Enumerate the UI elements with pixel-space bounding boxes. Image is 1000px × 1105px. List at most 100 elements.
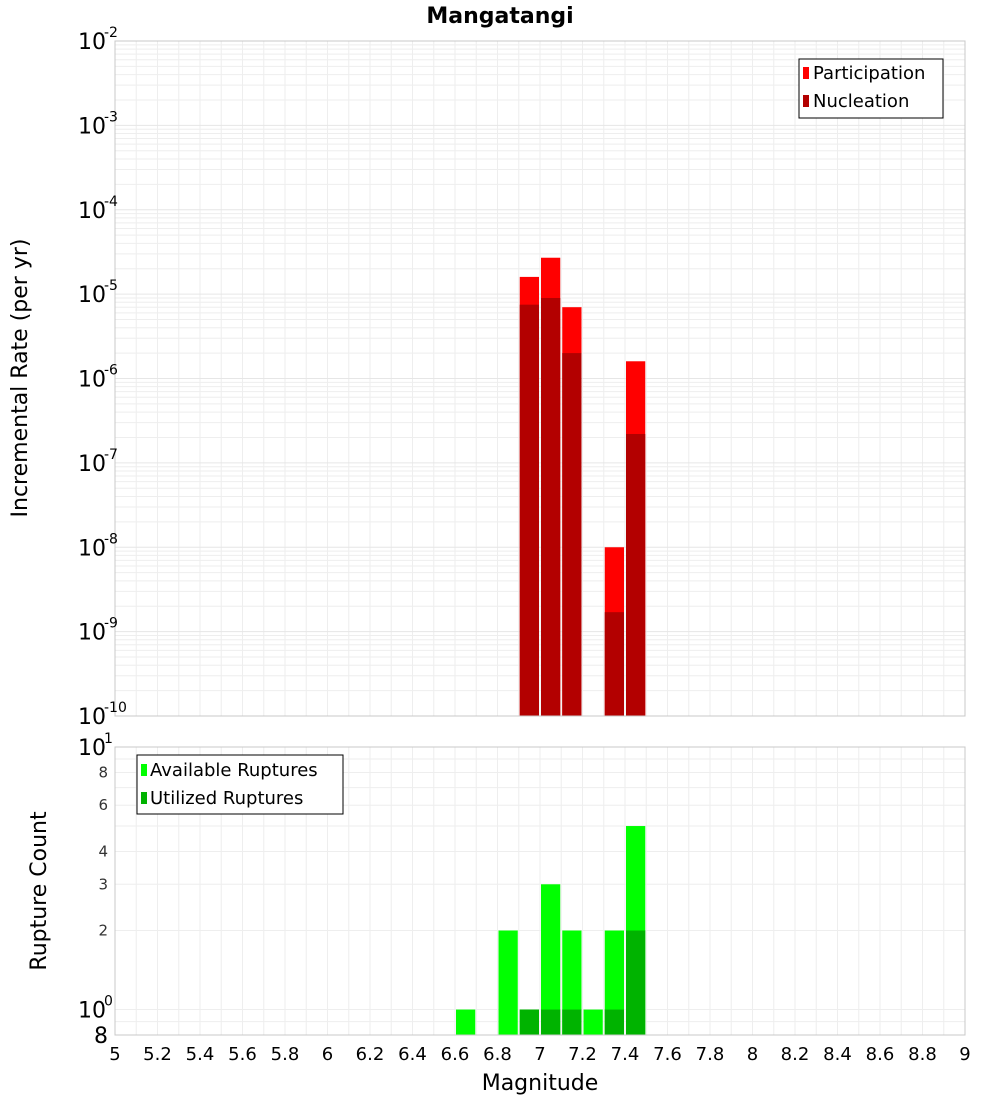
legend-label-nucleation: Nucleation: [813, 91, 909, 112]
top-y-tick-exponent: -4: [104, 194, 118, 210]
x-tick-label: 6.2: [356, 1044, 385, 1065]
top-y-tick-base: 10: [78, 199, 106, 224]
top-y-tick-exponent: -6: [104, 363, 118, 379]
top-y-tick: 10-3: [78, 109, 118, 139]
chart-title: Mangatangi: [426, 4, 573, 29]
top-y-tick: 10-4: [78, 194, 118, 224]
x-tick-label: 7: [534, 1044, 545, 1065]
top-y-ticks: 10-210-310-410-510-610-710-810-910-10: [78, 25, 127, 730]
x-tick-label: 6.4: [398, 1044, 427, 1065]
top-nucleation-bar: [626, 433, 646, 716]
top-y-tick-exponent: -8: [104, 531, 118, 547]
x-tick-label: 8.4: [823, 1044, 852, 1065]
top-nucleation-bar: [519, 304, 539, 716]
top-y-tick-exponent: -2: [104, 25, 118, 41]
top-nucleation-bar: [541, 297, 561, 716]
top-bars: [519, 257, 646, 716]
bottom-available-ruptures-bar: [604, 930, 624, 1035]
x-tick-label: 7.6: [653, 1044, 682, 1065]
x-tick-label: 5: [109, 1044, 120, 1065]
top-y-tick-base: 10: [78, 283, 106, 308]
top-y-axis-title: Incremental Rate (per yr): [8, 239, 33, 518]
legend-label-participation: Participation: [813, 63, 925, 84]
x-tick-label: 7.2: [568, 1044, 597, 1065]
bottom-y-tick-base: 10: [78, 736, 106, 761]
bottom-y-tick: 101: [78, 731, 113, 761]
legend-label-available-ruptures: Available Ruptures: [150, 760, 318, 781]
bottom-plot-area: [114, 746, 966, 1036]
x-tick-label: 5.6: [228, 1044, 257, 1065]
x-tick-label: 8: [747, 1044, 758, 1065]
top-y-tick: 10-6: [78, 363, 118, 393]
bottom-y-tick: 100: [78, 994, 113, 1024]
top-plot-area: [114, 40, 966, 717]
legend-label-utilized-ruptures: Utilized Ruptures: [150, 788, 303, 809]
top-y-tick-exponent: -3: [104, 109, 118, 125]
top-legend-box: [798, 58, 944, 119]
x-tick-label: 8.8: [908, 1044, 937, 1065]
top-legend: Participation Nucleation: [798, 58, 944, 119]
legend-swatch-available-ruptures: [141, 764, 147, 776]
x-tick-label: 6.8: [483, 1044, 512, 1065]
bottom-utilized-ruptures-bar: [604, 1009, 624, 1035]
x-axis-ticks: 5 5.2 5.4 5.6 5.8 6 6.2 6.4 6.6 6.8 7 7.2 7.4 7.6 7.8 8…: [109, 1044, 970, 1065]
x-tick-label: 8.2: [781, 1044, 810, 1065]
top-y-tick: 10-10: [78, 700, 127, 730]
bottom-utilized-ruptures-bar: [562, 1009, 582, 1035]
bottom-available-ruptures-bar: [541, 884, 561, 1035]
top-nucleation-bar: [604, 612, 624, 716]
bottom-utilized-ruptures-bar: [541, 1009, 561, 1035]
top-y-tick: 10-8: [78, 531, 118, 561]
legend-swatch-utilized-ruptures: [141, 792, 147, 804]
top-y-tick: 10-5: [78, 278, 118, 308]
bottom-utilized-ruptures-bar: [519, 1009, 539, 1035]
top-y-tick-base: 10: [78, 705, 106, 730]
bottom-y-tick-minor: 3: [98, 875, 108, 893]
top-grid: [114, 41, 966, 717]
legend-swatch-participation: [803, 67, 809, 79]
x-tick-label: 7.4: [611, 1044, 640, 1065]
x-tick-label: 5.2: [143, 1044, 172, 1065]
x-tick-label: 6: [322, 1044, 333, 1065]
top-y-tick-exponent: -9: [104, 616, 118, 632]
top-y-tick-exponent: -10: [104, 700, 127, 716]
top-y-tick-exponent: -7: [104, 447, 118, 463]
bottom-y-tick-minor: 6: [98, 796, 108, 814]
bottom-y-tick-base: 10: [78, 999, 106, 1024]
bottom-y-axis-title: Rupture Count: [27, 811, 52, 971]
x-tick-label: 9: [959, 1044, 970, 1065]
top-y-tick: 10-2: [78, 25, 118, 55]
bottom-bars: [456, 826, 646, 1035]
bottom-y-tick-minor: 8: [98, 763, 108, 781]
top-y-tick-base: 10: [78, 368, 106, 393]
bottom-y-tick-minor: 8: [94, 1024, 108, 1049]
legend-swatch-nucleation: [803, 95, 809, 107]
top-nucleation-bar: [562, 353, 582, 716]
top-y-tick-base: 10: [78, 621, 106, 646]
bottom-available-ruptures-bar: [583, 1009, 603, 1035]
bottom-available-ruptures-bar: [456, 1009, 476, 1035]
bottom-y-tick-minor: 2: [98, 922, 108, 940]
bottom-utilized-ruptures-bar: [626, 930, 646, 1035]
x-tick-label: 8.6: [866, 1044, 895, 1065]
top-y-tick: 10-9: [78, 616, 118, 646]
x-tick-label: 7.8: [696, 1044, 725, 1065]
bottom-available-ruptures-bar: [562, 930, 582, 1035]
bottom-legend: Available Ruptures Utilized Ruptures: [136, 754, 344, 815]
bottom-y-tick-minor: 4: [98, 842, 108, 860]
top-y-tick-base: 10: [78, 452, 106, 477]
top-y-tick-exponent: -5: [104, 278, 118, 294]
bottom-available-ruptures-bar: [498, 930, 518, 1035]
x-tick-label: 5.8: [271, 1044, 300, 1065]
bottom-y-tick-exponent: 0: [104, 994, 113, 1010]
top-y-tick-base: 10: [78, 114, 106, 139]
x-tick-label: 5.4: [186, 1044, 215, 1065]
x-axis-title: Magnitude: [482, 1071, 599, 1096]
top-y-tick-base: 10: [78, 30, 106, 55]
bottom-y-tick-exponent: 1: [104, 731, 113, 747]
top-y-tick: 10-7: [78, 447, 118, 477]
x-tick-label: 6.6: [441, 1044, 470, 1065]
